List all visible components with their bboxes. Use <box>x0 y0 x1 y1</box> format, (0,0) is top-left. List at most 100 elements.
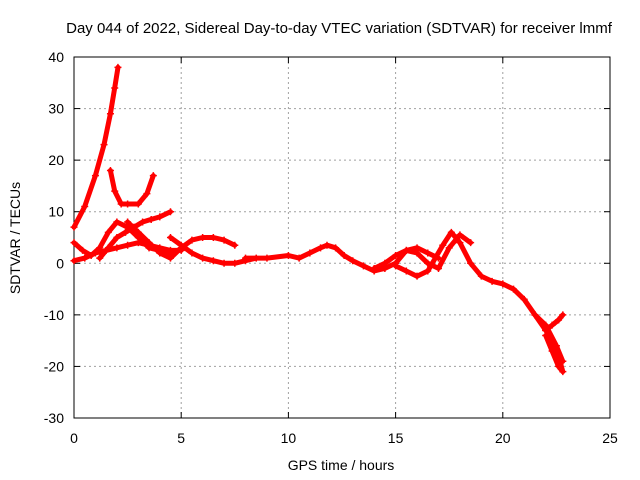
y-axis-label: SDTVAR / TECUs <box>7 182 23 294</box>
data-point <box>242 254 250 262</box>
data-point <box>548 337 556 345</box>
data-point <box>392 252 400 260</box>
y-tick-label: 20 <box>48 152 64 168</box>
data-point <box>117 200 125 208</box>
data-point <box>555 352 563 360</box>
y-tick-label: 30 <box>48 101 64 117</box>
data-point <box>96 254 104 262</box>
data-point <box>104 228 112 236</box>
data-point <box>413 272 421 280</box>
data-point <box>106 166 114 174</box>
data-point <box>402 267 410 275</box>
data-point <box>340 252 348 260</box>
data-point <box>467 259 475 267</box>
data-point <box>510 285 518 293</box>
x-tick-label: 15 <box>388 430 404 446</box>
data-point <box>555 362 563 370</box>
data-point <box>113 218 121 226</box>
series-track-8 <box>242 241 442 275</box>
data-point <box>124 218 132 226</box>
data-point <box>488 277 496 285</box>
data-point <box>477 272 485 280</box>
data-point <box>359 262 367 270</box>
data-point <box>111 84 119 92</box>
data-point <box>79 246 87 254</box>
data-point <box>139 218 147 226</box>
chart-title: Day 044 of 2022, Sidereal Day-to-day VTE… <box>66 20 613 37</box>
data-point <box>102 246 110 254</box>
data-point <box>124 241 132 249</box>
data-point <box>199 234 207 241</box>
series-line <box>371 232 474 271</box>
y-tick-label: -30 <box>44 410 64 426</box>
data-point <box>392 262 400 270</box>
data-point <box>149 172 157 180</box>
data-point <box>166 234 174 241</box>
plot-frame <box>73 56 611 419</box>
data-point <box>220 236 228 244</box>
x-tick-label: 10 <box>281 430 297 446</box>
data-point <box>542 326 550 334</box>
data-point <box>467 239 475 247</box>
series-line <box>107 168 156 207</box>
grid-lines <box>74 57 610 418</box>
data-point <box>143 190 151 198</box>
axis-ticks: 0 5 10 15 20 25 -30 -20 -10 0 10 20 30 40 <box>44 49 618 446</box>
data-point <box>263 254 271 262</box>
data-point <box>548 321 556 329</box>
data-point <box>156 249 164 257</box>
data-point <box>434 264 442 272</box>
data-point <box>424 267 432 275</box>
data-point <box>188 236 196 244</box>
data-point <box>555 316 563 324</box>
data-point <box>306 249 314 257</box>
data-point <box>70 223 78 231</box>
data-point <box>381 259 389 267</box>
data-point <box>134 228 142 236</box>
data-point <box>402 246 410 254</box>
data-point <box>332 244 340 252</box>
x-tick-label: 25 <box>602 430 618 446</box>
series-track-11 <box>531 311 567 376</box>
data-point <box>559 368 567 376</box>
y-tick-label: -10 <box>44 307 64 323</box>
y-tick-label: 40 <box>48 49 64 65</box>
data-point <box>188 249 196 257</box>
series-line <box>543 312 566 333</box>
data-point <box>124 200 132 208</box>
data-point <box>156 213 164 221</box>
data-point <box>113 234 121 241</box>
data-point <box>520 295 528 303</box>
data-point <box>323 241 331 249</box>
data-point <box>439 241 447 249</box>
data-point <box>147 215 155 223</box>
x-tick-label: 0 <box>70 430 78 446</box>
data-point <box>548 347 556 355</box>
x-axis-label: GPS time / hours <box>288 457 395 473</box>
data-point <box>231 259 239 267</box>
y-tick-label: 10 <box>48 204 64 220</box>
data-point <box>166 246 174 254</box>
data-point <box>166 254 174 262</box>
x-tick-label: 5 <box>177 430 185 446</box>
series-line <box>71 64 121 230</box>
series-track-3 <box>106 166 157 208</box>
data-point <box>100 141 108 149</box>
data-point <box>317 244 325 252</box>
data-point <box>91 249 99 257</box>
data-point <box>295 254 303 262</box>
y-tick-label: -20 <box>44 358 64 374</box>
data-point <box>177 241 185 249</box>
series-track-1 <box>70 63 122 231</box>
data-series <box>70 63 567 376</box>
data-point <box>81 203 89 211</box>
data-point <box>145 239 153 247</box>
data-point <box>111 187 119 195</box>
data-point <box>445 244 453 252</box>
data-point <box>134 239 142 247</box>
data-point <box>70 257 78 265</box>
series-track-9 <box>370 231 475 272</box>
data-point <box>447 228 455 236</box>
data-point <box>209 234 217 241</box>
data-point <box>349 257 357 265</box>
